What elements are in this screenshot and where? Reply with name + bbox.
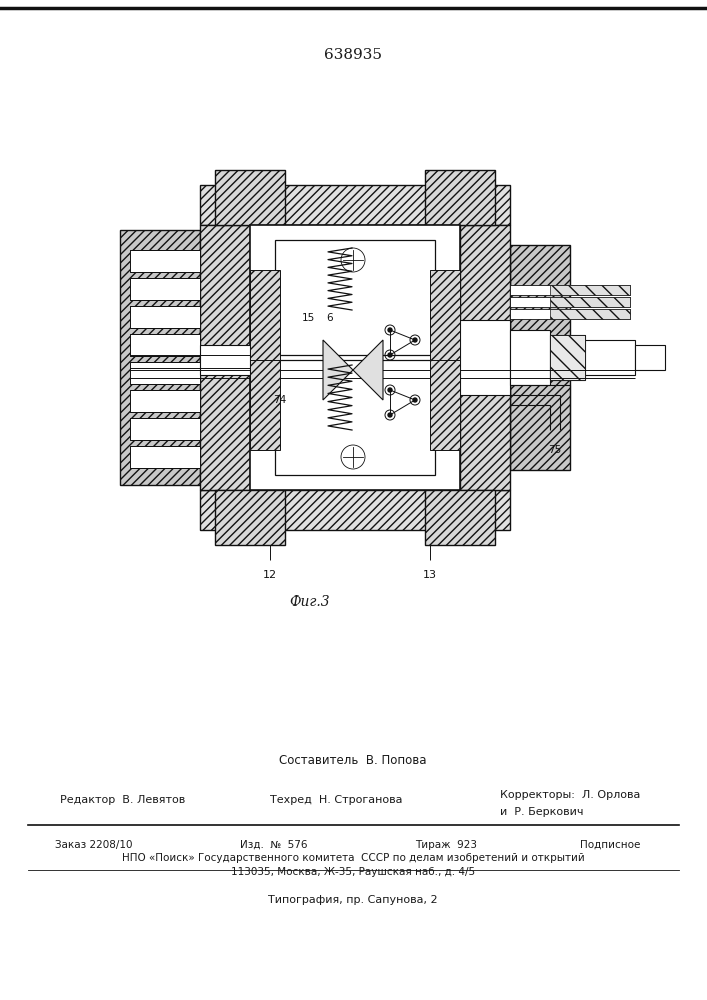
Bar: [510, 245, 570, 470]
Bar: [510, 285, 630, 295]
Bar: [200, 225, 250, 490]
Text: НПО «Поиск» Государственного комитета  СССР по делам изобретений и открытий: НПО «Поиск» Государственного комитета СС…: [122, 853, 585, 863]
Text: Корректоры:  Л. Орлова: Корректоры: Л. Орлова: [500, 790, 641, 800]
Text: 6: 6: [327, 313, 333, 323]
Circle shape: [413, 338, 417, 342]
Bar: [215, 170, 285, 225]
Bar: [215, 490, 285, 545]
Bar: [120, 230, 200, 485]
Circle shape: [388, 353, 392, 357]
Text: Изд.  №  576: Изд. № 576: [240, 840, 308, 850]
Bar: [130, 278, 200, 300]
Text: 12: 12: [263, 570, 277, 580]
Bar: [130, 306, 200, 328]
Circle shape: [388, 388, 392, 392]
Bar: [425, 170, 495, 225]
Text: Подписное: Подписное: [580, 840, 640, 850]
Text: 638935: 638935: [324, 48, 382, 62]
Bar: [550, 335, 585, 380]
Text: 74: 74: [274, 395, 286, 405]
Bar: [130, 418, 200, 440]
Text: и  Р. Беркович: и Р. Беркович: [500, 807, 583, 817]
Bar: [250, 360, 280, 450]
Bar: [550, 309, 630, 319]
Circle shape: [388, 413, 392, 417]
Bar: [130, 446, 200, 468]
Bar: [130, 334, 200, 356]
Text: Типография, пр. Сапунова, 2: Типография, пр. Сапунова, 2: [268, 895, 438, 905]
Bar: [200, 345, 250, 375]
Bar: [510, 330, 550, 385]
Bar: [635, 345, 665, 370]
Text: Тираж  923: Тираж 923: [415, 840, 477, 850]
Text: 75: 75: [549, 445, 561, 455]
Bar: [130, 362, 200, 384]
Bar: [275, 240, 435, 355]
Bar: [550, 285, 630, 295]
Bar: [130, 250, 200, 272]
Bar: [130, 390, 200, 412]
Text: 113035, Москва, Ж-35, Раушская наб., д. 4/5: 113035, Москва, Ж-35, Раушская наб., д. …: [231, 867, 475, 877]
Bar: [460, 320, 510, 395]
Bar: [200, 490, 510, 530]
Bar: [425, 490, 495, 545]
Text: Фиг.3: Фиг.3: [290, 595, 330, 609]
Bar: [510, 297, 630, 307]
Text: 15: 15: [301, 313, 315, 323]
Bar: [250, 270, 280, 360]
Bar: [460, 225, 510, 490]
Bar: [200, 185, 510, 225]
Text: Составитель  В. Попова: Составитель В. Попова: [279, 754, 427, 766]
Polygon shape: [323, 340, 353, 400]
Bar: [550, 335, 585, 380]
Bar: [250, 225, 460, 490]
Bar: [430, 270, 460, 360]
Text: Заказ 2208/10: Заказ 2208/10: [55, 840, 132, 850]
Polygon shape: [353, 340, 383, 400]
Bar: [275, 360, 435, 475]
Text: 13: 13: [423, 570, 437, 580]
Circle shape: [388, 328, 392, 332]
Bar: [550, 297, 630, 307]
Text: Техред  Н. Строганова: Техред Н. Строганова: [270, 795, 402, 805]
Bar: [585, 340, 635, 375]
Circle shape: [413, 398, 417, 402]
Bar: [510, 309, 630, 319]
Text: Редактор  В. Левятов: Редактор В. Левятов: [60, 795, 185, 805]
Bar: [430, 360, 460, 450]
